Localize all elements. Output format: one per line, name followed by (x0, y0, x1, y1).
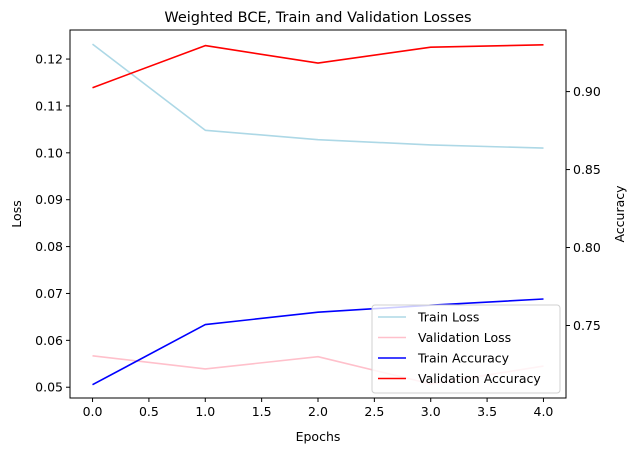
y-left-tick-label: 0.07 (35, 286, 63, 301)
legend-label-validation-loss: Validation Loss (418, 330, 511, 345)
x-tick-label: 1.5 (252, 404, 272, 419)
y-axis-title-right: Accuracy (612, 185, 627, 243)
x-tick-label: 1.0 (195, 404, 215, 419)
y-right-tick-label: 0.90 (573, 84, 601, 99)
y-left-tick-label: 0.05 (35, 380, 63, 395)
x-axis-title: Epochs (296, 429, 341, 444)
legend-box (371, 304, 561, 394)
x-tick-label: 3.0 (421, 404, 441, 419)
y-left-tick-label: 0.08 (35, 239, 63, 254)
legend-label-validation-accuracy: Validation Accuracy (418, 371, 541, 386)
x-tick-label: 3.5 (477, 404, 497, 419)
x-tick-label: 4.0 (534, 404, 554, 419)
x-tick-label: 2.5 (364, 404, 384, 419)
y-left-tick-label: 0.12 (35, 52, 63, 67)
legend-label-train-accuracy: Train Accuracy (417, 351, 510, 366)
y-left-tick-label: 0.11 (35, 98, 63, 113)
y-left-tick-label: 0.10 (35, 145, 63, 160)
x-tick-label: 2.0 (308, 404, 328, 419)
y-left-tick-label: 0.06 (35, 333, 63, 348)
chart-title: Weighted BCE, Train and Validation Losse… (164, 10, 471, 26)
x-tick-label: 0.0 (83, 404, 103, 419)
legend-label-train-loss: Train Loss (417, 310, 479, 325)
y-axis-title-left: Loss (9, 200, 24, 227)
series-line-validation-accuracy (92, 44, 544, 89)
y-left-tick-label: 0.09 (35, 192, 63, 207)
series-line-train-loss (92, 43, 544, 149)
y-right-tick-label: 0.85 (573, 162, 601, 177)
x-tick-label: 0.5 (139, 404, 159, 419)
series-line-train-accuracy (92, 298, 544, 386)
y-right-tick-label: 0.80 (573, 240, 601, 255)
y-right-tick-label: 0.75 (573, 318, 601, 333)
legend: Train Loss Validation Loss Train Accuracy V… (371, 304, 561, 394)
